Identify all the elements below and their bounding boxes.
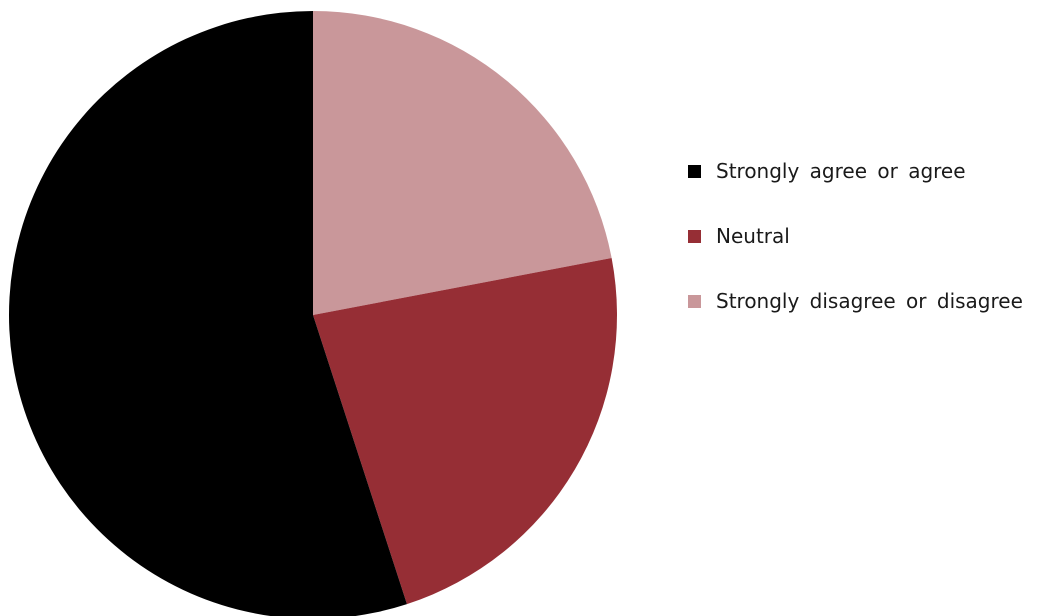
pie-slice-strongly-disagree-or-disagree — [313, 11, 612, 315]
legend-label-strongly-agree-or-agree: Strongly agree or agree — [716, 159, 966, 183]
legend-swatch-strongly-disagree-or-disagree — [688, 294, 701, 308]
legend-item-strongly-disagree-or-disagree: Strongly disagree or disagree — [688, 286, 1023, 316]
pie-slice-neutral — [313, 258, 618, 605]
legend-swatch-neutral — [688, 229, 701, 243]
legend-swatch-strongly-agree-or-agree — [688, 164, 701, 178]
legend-item-strongly-agree-or-agree: Strongly agree or agree — [688, 156, 1023, 186]
pie-slice-strongly-agree-or-agree — [9, 11, 407, 616]
legend-label-neutral: Neutral — [716, 224, 790, 248]
pie-plot-area — [9, 11, 618, 616]
legend: Strongly agree or agree Neutral Strongly… — [688, 156, 1023, 351]
legend-item-neutral: Neutral — [688, 221, 1023, 251]
legend-label-strongly-disagree-or-disagree: Strongly disagree or disagree — [716, 289, 1023, 313]
